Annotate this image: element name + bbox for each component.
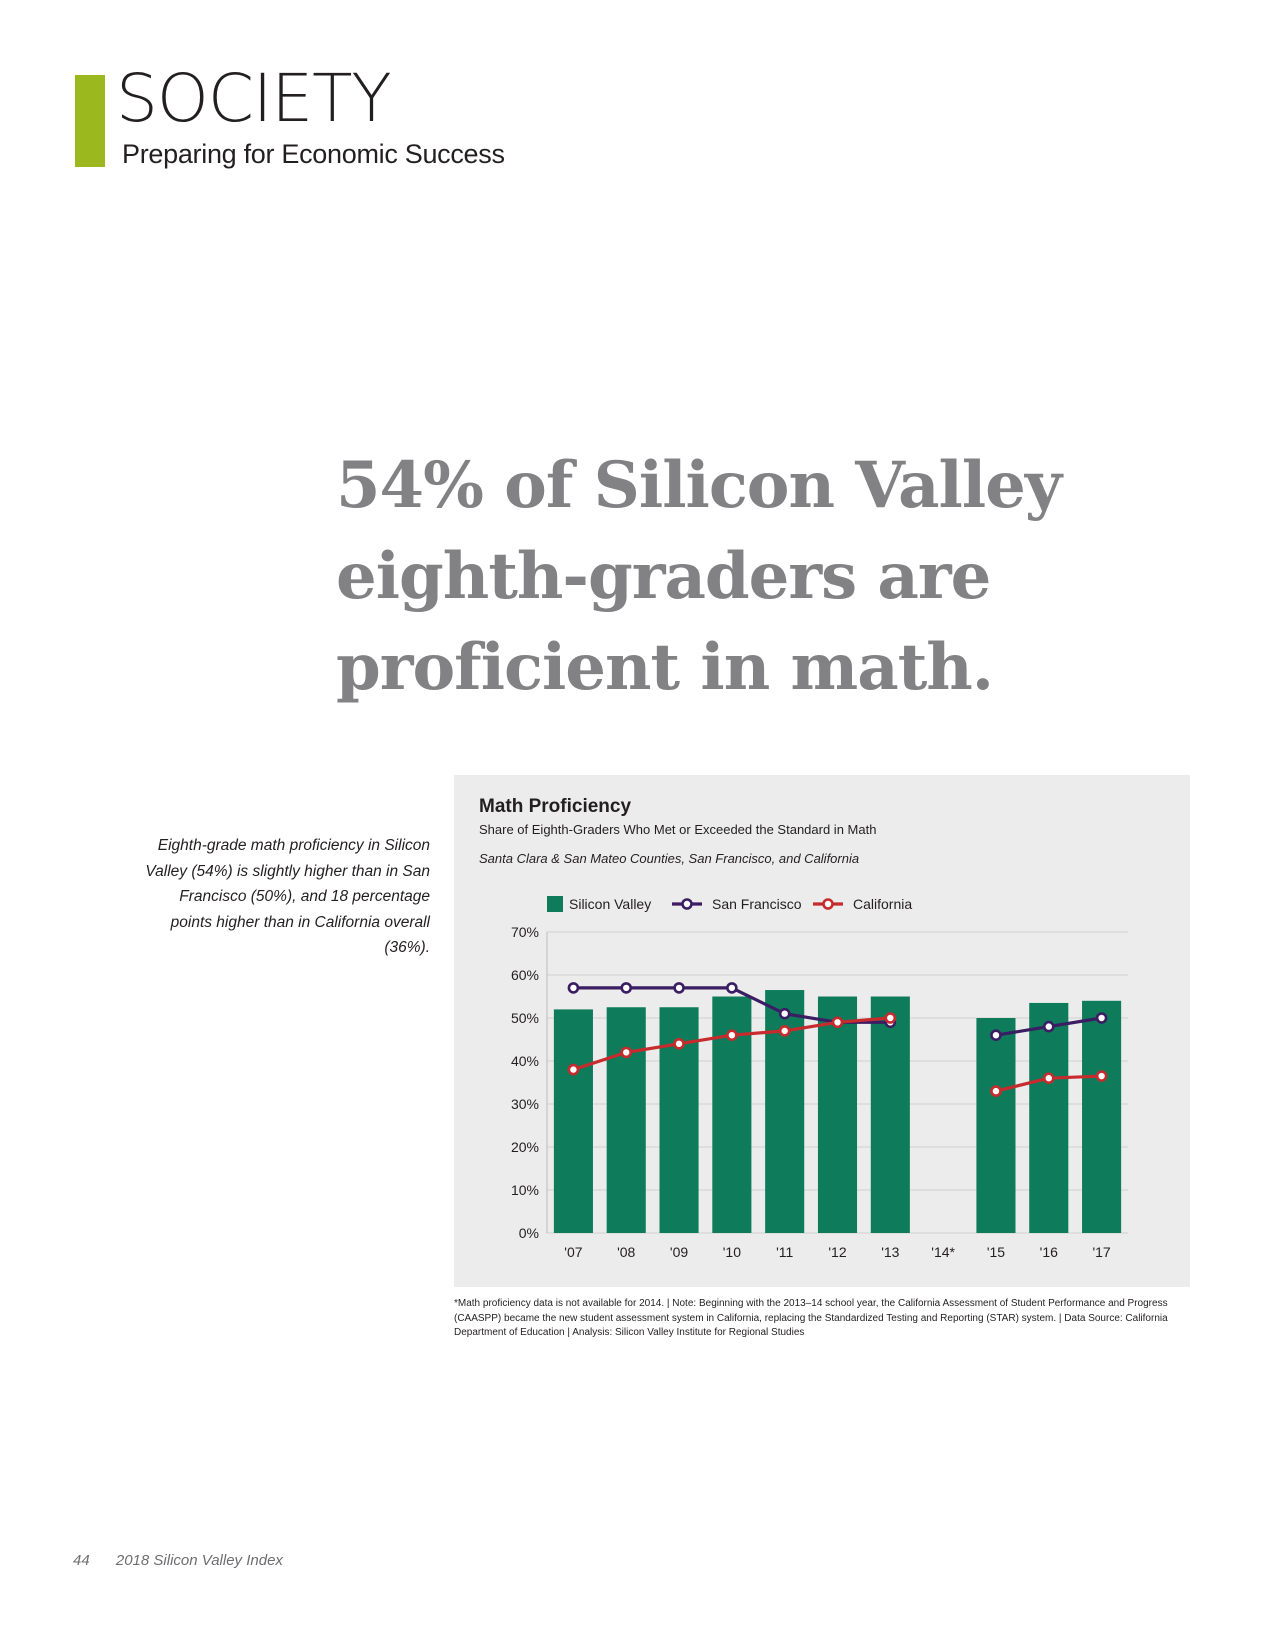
data-point — [778, 1007, 791, 1020]
chart-title: Math Proficiency — [479, 796, 632, 817]
sidenote: Eighth-grade math proficiency in Silicon… — [145, 837, 430, 956]
y-tick-label: 40% — [511, 1053, 539, 1069]
bar — [1082, 1000, 1122, 1233]
bar — [606, 1007, 646, 1233]
data-point — [778, 1025, 791, 1037]
x-tick-label: '17 — [1092, 1244, 1110, 1260]
x-tick-label: '12 — [828, 1244, 846, 1260]
data-point — [567, 982, 580, 994]
x-tick-label: '15 — [987, 1244, 1005, 1260]
data-point — [1042, 1072, 1055, 1085]
data-point — [620, 982, 633, 994]
headline: 54% of Silicon Valley eighth-graders are… — [336, 440, 1236, 713]
x-tick-label: '08 — [617, 1244, 635, 1260]
headline-line-1: 54% of Silicon Valley — [336, 448, 1062, 523]
data-point — [1042, 1020, 1055, 1033]
section-accent-bar — [75, 75, 105, 167]
data-point — [1095, 1070, 1108, 1082]
data-point — [726, 982, 738, 994]
y-tick-label: 70% — [511, 924, 539, 940]
data-point — [673, 982, 685, 994]
y-tick-label: 0% — [519, 1225, 539, 1241]
publication-name: 2018 Silicon Valley Index — [115, 1552, 283, 1569]
y-tick-label: 50% — [511, 1010, 539, 1026]
bar — [976, 1018, 1016, 1233]
legend-label: Silicon Valley — [569, 896, 651, 912]
data-point — [990, 1029, 1002, 1042]
footer: 44 2018 Silicon Valley Index — [73, 1552, 283, 1569]
x-tick-label: '11 — [776, 1244, 793, 1260]
data-point — [831, 1016, 844, 1029]
data-point — [620, 1046, 633, 1059]
y-tick-label: 60% — [511, 967, 539, 983]
data-point — [726, 1029, 738, 1042]
bar — [817, 996, 858, 1233]
data-point — [990, 1085, 1002, 1097]
bar — [553, 1009, 593, 1233]
page-number: 44 — [73, 1552, 90, 1569]
data-point — [673, 1037, 685, 1050]
chart-region: Santa Clara & San Mateo Counties, San Fr… — [479, 851, 860, 866]
legend-marker — [822, 898, 834, 910]
data-point — [884, 1012, 897, 1024]
footnote: *Math proficiency data is not available … — [454, 1298, 1168, 1338]
legend-label: California — [853, 896, 912, 912]
legend-marker — [681, 898, 693, 910]
headline-line-2: eighth-graders are — [336, 539, 991, 614]
legend-swatch — [547, 896, 563, 912]
x-tick-label: '07 — [564, 1244, 582, 1260]
data-point — [1095, 1012, 1108, 1024]
chart-subtitle: Share of Eighth-Graders Who Met or Excee… — [479, 822, 877, 837]
x-tick-label: '09 — [670, 1244, 688, 1260]
x-tick-label: '14* — [931, 1244, 955, 1260]
x-tick-label: '10 — [723, 1244, 741, 1260]
x-tick-label: '16 — [1040, 1244, 1058, 1260]
bar — [870, 996, 910, 1233]
data-point — [567, 1063, 580, 1076]
x-tick-label: '13 — [881, 1244, 899, 1260]
section-title: SOCIETY — [116, 60, 392, 137]
bar — [1029, 1002, 1069, 1233]
section-subtitle: Preparing for Economic Success — [122, 139, 505, 169]
y-tick-label: 20% — [511, 1139, 539, 1155]
y-tick-label: 10% — [511, 1182, 539, 1198]
headline-line-3: proficient in math. — [336, 630, 994, 705]
math-proficiency-chart: 0% 10% 20% 30% 40% 50% 60% 70% '07 '08 '09 '10 '11 '1… — [511, 896, 1128, 1260]
y-tick-label: 30% — [511, 1096, 539, 1112]
legend-label: San Francisco — [712, 896, 802, 912]
